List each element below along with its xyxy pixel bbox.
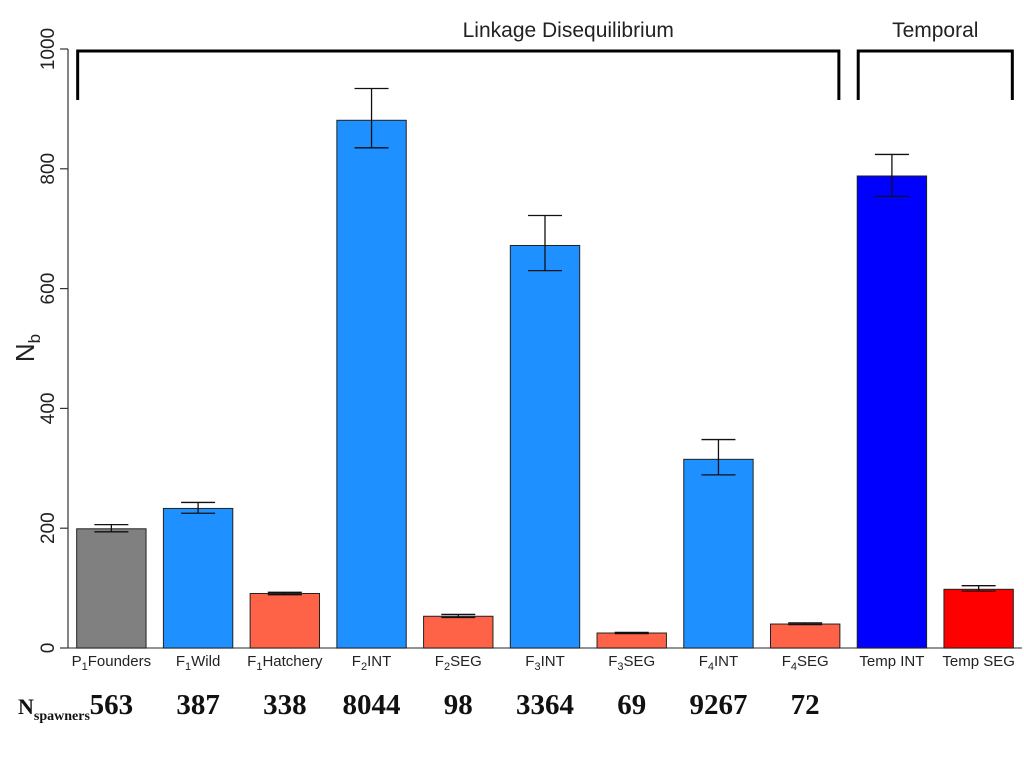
y-tick-label: 800 xyxy=(38,153,59,185)
group-label: Linkage Disequilibrium xyxy=(463,19,674,42)
error-bar xyxy=(441,613,476,619)
n-spawners-value: 387 xyxy=(176,689,220,721)
n-spawners-value: 72 xyxy=(791,689,820,721)
category-label: F3SEG xyxy=(608,653,655,673)
category-label: Temp INT xyxy=(859,653,924,670)
bars xyxy=(76,119,1014,649)
n-spawners-value: 338 xyxy=(263,689,307,721)
category-labels: P1Founders F1Wild F1Hatchery F2INT F2SEG F3IN… xyxy=(72,653,1015,673)
group-brackets: Linkage Disequilibrium Temporal xyxy=(76,19,1014,100)
n-spawners-label: Nspawners xyxy=(18,694,90,724)
bar xyxy=(769,623,841,649)
group-bracket: Temporal xyxy=(856,19,1014,100)
y-tick-label: 600 xyxy=(38,273,59,305)
category-label: F2SEG xyxy=(435,653,482,673)
bar xyxy=(856,175,928,649)
n-spawners-values: 563 387 338 8044 98 3364 69 9267 72 xyxy=(90,689,820,721)
y-axis-title: Nb xyxy=(10,334,44,362)
category-label: F1Wild xyxy=(176,653,220,673)
n-spawners-value: 3364 xyxy=(516,689,574,721)
bar xyxy=(596,632,667,649)
group-label: Temporal xyxy=(892,19,978,42)
n-spawners-value: 98 xyxy=(444,689,473,721)
n-spawners-value: 8044 xyxy=(343,689,401,721)
y-tick-label: 0 xyxy=(38,643,59,654)
error-bar xyxy=(788,622,823,626)
error-bar xyxy=(354,87,389,149)
bar xyxy=(423,615,494,649)
axes: 0 200 400 600 800 1000 xyxy=(38,28,1022,653)
bar xyxy=(943,588,1014,649)
category-label: F2INT xyxy=(352,653,391,673)
category-label: P1Founders xyxy=(72,653,152,673)
error-bar xyxy=(94,523,129,533)
n-spawners-value: 69 xyxy=(617,689,646,721)
bar xyxy=(509,244,581,649)
category-label: F4SEG xyxy=(782,653,829,673)
y-tick-label: 400 xyxy=(38,393,59,425)
error-bar xyxy=(181,501,216,514)
bar xyxy=(683,458,754,649)
error-bar xyxy=(701,438,736,476)
bar xyxy=(336,119,407,649)
n-spawners-value: 9267 xyxy=(689,689,747,721)
n-spawners-value: 563 xyxy=(90,689,134,721)
bar xyxy=(249,592,321,649)
y-tick-label: 200 xyxy=(38,512,59,544)
bar xyxy=(76,528,147,649)
category-label: F4INT xyxy=(699,653,738,673)
error-bar xyxy=(614,631,649,635)
category-label: F3INT xyxy=(525,653,564,673)
error-bars xyxy=(94,87,996,635)
category-label: Temp SEG xyxy=(942,653,1015,670)
category-label: F1Hatchery xyxy=(247,653,323,673)
group-bracket: Linkage Disequilibrium xyxy=(76,19,841,100)
error-bar xyxy=(874,153,909,198)
error-bar xyxy=(267,591,302,596)
y-tick-label: 1000 xyxy=(38,28,59,70)
bar xyxy=(162,507,234,649)
error-bar xyxy=(528,214,562,272)
error-bar xyxy=(961,585,996,592)
